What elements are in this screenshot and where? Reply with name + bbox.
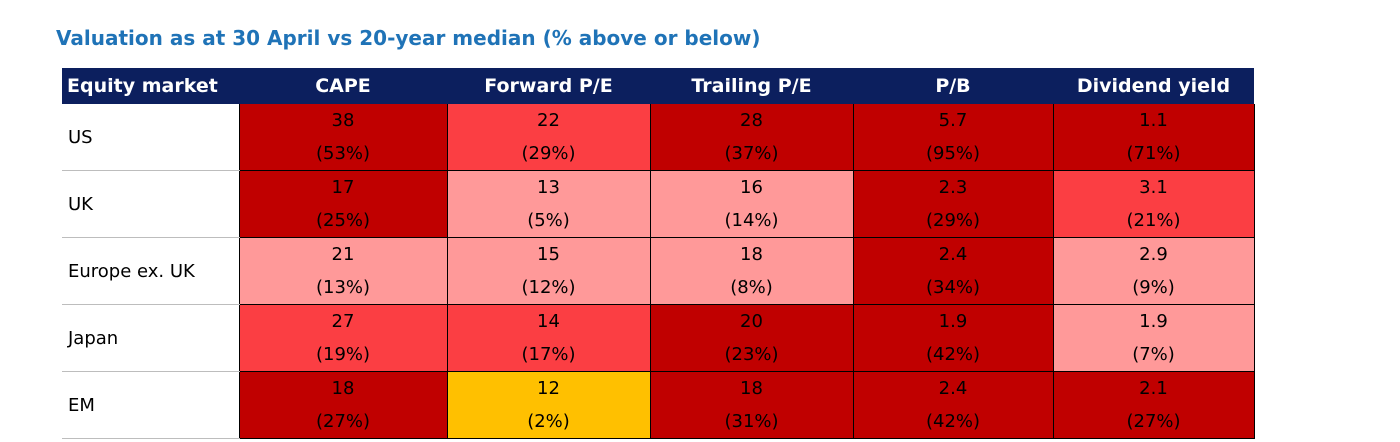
percent-vs-median: (27%) <box>315 411 371 432</box>
column-header-forward-pe: Forward P/E <box>447 68 650 104</box>
metric-value: 13 <box>537 177 560 198</box>
metric-value: 12 <box>537 378 560 399</box>
cell-pb: 1.9 (42%) <box>852 304 1054 372</box>
metric-value: 1.9 <box>938 311 968 332</box>
market-label: US <box>62 104 240 171</box>
cell-dividend-yield: 2.1 (27%) <box>1052 371 1255 439</box>
cell-cape: 21 (13%) <box>238 237 448 305</box>
percent-vs-median: (53%) <box>315 143 371 164</box>
percent-vs-median: (25%) <box>315 210 371 231</box>
table-row: Europe ex. UK 21 (13%) 15 (12%) 18 (8%) 2.4 (34%… <box>62 237 1255 305</box>
percent-vs-median: (19%) <box>315 344 371 365</box>
header-row: Equity market CAPE Forward P/E Trailing … <box>62 68 1254 104</box>
cell-trailing-pe: 20 (23%) <box>649 304 854 372</box>
metric-value: 21 <box>331 244 355 265</box>
cell-trailing-pe: 18 (31%) <box>649 371 854 439</box>
cell-cape: 18 (27%) <box>238 371 448 439</box>
percent-vs-median: (34%) <box>925 277 981 298</box>
cell-pb: 5.7 (95%) <box>852 104 1054 171</box>
metric-value: 18 <box>740 244 763 265</box>
percent-vs-median: (8%) <box>730 277 773 298</box>
metric-value: 16 <box>740 177 763 198</box>
chart-title: Valuation as at 30 April vs 20-year medi… <box>56 26 761 50</box>
percent-vs-median: (42%) <box>925 411 981 432</box>
percent-vs-median: (42%) <box>925 344 981 365</box>
metric-value: 3.1 <box>1139 177 1168 198</box>
cell-forward-pe: 15 (12%) <box>446 237 651 305</box>
cell-dividend-yield: 2.9 (9%) <box>1052 237 1255 305</box>
cell-pb: 2.4 (34%) <box>852 237 1054 305</box>
metric-value: 5.7 <box>938 110 968 131</box>
metric-value: 2.1 <box>1139 378 1168 399</box>
column-header-equity-market: Equity market <box>62 68 239 104</box>
percent-vs-median: (29%) <box>925 210 981 231</box>
metric-value: 2.9 <box>1139 244 1168 265</box>
metric-value: 27 <box>331 311 355 332</box>
metric-value: 1.9 <box>1139 311 1168 332</box>
column-header-pb: P/B <box>853 68 1053 104</box>
cell-pb: 2.4 (42%) <box>852 371 1054 439</box>
percent-vs-median: (23%) <box>724 344 779 365</box>
cell-forward-pe: 12 (2%) <box>446 371 651 439</box>
percent-vs-median: (2%) <box>527 411 570 432</box>
metric-value: 18 <box>740 378 763 399</box>
percent-vs-median: (5%) <box>527 210 570 231</box>
cell-cape: 27 (19%) <box>238 304 448 372</box>
cell-trailing-pe: 18 (8%) <box>649 237 854 305</box>
percent-vs-median: (71%) <box>1126 143 1181 164</box>
market-label: EM <box>62 371 240 439</box>
metric-value: 20 <box>740 311 763 332</box>
cell-dividend-yield: 1.9 (7%) <box>1052 304 1255 372</box>
percent-vs-median: (37%) <box>724 143 779 164</box>
market-label: Europe ex. UK <box>62 237 240 305</box>
percent-vs-median: (21%) <box>1126 210 1181 231</box>
metric-value: 22 <box>537 110 560 131</box>
column-header-cape: CAPE <box>239 68 447 104</box>
percent-vs-median: (9%) <box>1132 277 1175 298</box>
column-header-dividend-yield: Dividend yield <box>1053 68 1254 104</box>
percent-vs-median: (27%) <box>1126 411 1181 432</box>
cell-forward-pe: 22 (29%) <box>446 104 651 171</box>
cell-dividend-yield: 3.1 (21%) <box>1052 170 1255 238</box>
metric-value: 2.4 <box>938 378 968 399</box>
cell-trailing-pe: 16 (14%) <box>649 170 854 238</box>
percent-vs-median: (12%) <box>521 277 576 298</box>
metric-value: 2.4 <box>938 244 968 265</box>
percent-vs-median: (17%) <box>521 344 576 365</box>
cell-trailing-pe: 28 (37%) <box>649 104 854 171</box>
percent-vs-median: (29%) <box>521 143 576 164</box>
table-row: EM 18 (27%) 12 (2%) 18 (31%) 2.4 (42%) 2.1 (27%) <box>62 371 1255 439</box>
metric-value: 1.1 <box>1139 110 1168 131</box>
valuation-table: Equity market CAPE Forward P/E Trailing … <box>62 68 1255 439</box>
metric-value: 17 <box>331 177 355 198</box>
percent-vs-median: (95%) <box>925 143 981 164</box>
cell-dividend-yield: 1.1 (71%) <box>1052 104 1255 171</box>
table-row: UK 17 (25%) 13 (5%) 16 (14%) 2.3 (29%) 3.1 (21%) <box>62 170 1255 238</box>
column-header-trailing-pe: Trailing P/E <box>650 68 853 104</box>
metric-value: 15 <box>537 244 560 265</box>
table-row: US 38 (53%) 22 (29%) 28 (37%) 5.7 (95%) 1.1 (71%) <box>62 104 1255 171</box>
percent-vs-median: (31%) <box>724 411 779 432</box>
market-label: Japan <box>62 304 240 372</box>
cell-forward-pe: 14 (17%) <box>446 304 651 372</box>
cell-cape: 38 (53%) <box>238 104 448 171</box>
cell-forward-pe: 13 (5%) <box>446 170 651 238</box>
cell-pb: 2.3 (29%) <box>852 170 1054 238</box>
percent-vs-median: (7%) <box>1132 344 1175 365</box>
metric-value: 28 <box>740 110 763 131</box>
metric-value: 18 <box>331 378 355 399</box>
metric-value: 14 <box>537 311 560 332</box>
table-row: Japan 27 (19%) 14 (17%) 20 (23%) 1.9 (42%) 1.9 (7%… <box>62 304 1255 372</box>
metric-value: 2.3 <box>938 177 968 198</box>
percent-vs-median: (13%) <box>315 277 371 298</box>
cell-cape: 17 (25%) <box>238 170 448 238</box>
percent-vs-median: (14%) <box>724 210 779 231</box>
market-label: UK <box>62 170 240 238</box>
metric-value: 38 <box>331 110 355 131</box>
